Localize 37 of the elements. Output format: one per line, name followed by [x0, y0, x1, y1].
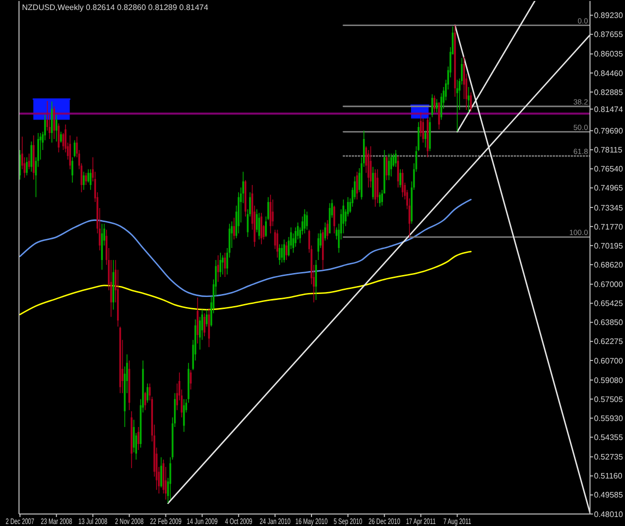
y-tick-label: 0.48010: [594, 510, 624, 519]
chart-title: NZDUSD,Weekly 0.82614 0.82860 0.81289 0.81474: [22, 3, 209, 12]
candlestick: [468, 87, 470, 112]
y-tick-label: 0.55930: [594, 414, 624, 423]
y-tick-label: 0.74965: [594, 184, 624, 193]
y-tick-label: 0.87655: [594, 30, 624, 40]
y-tick-label: 0.60700: [594, 356, 624, 366]
y-tick-label: 0.57505: [594, 394, 624, 404]
y-tick-label: 0.63850: [594, 318, 624, 328]
candlestick: [56, 114, 58, 142]
candlestick: [233, 218, 235, 240]
y-tick-label: 0.62275: [594, 337, 624, 346]
line-series: [19, 250, 472, 316]
candlestick: [28, 154, 30, 170]
line-series: [19, 198, 472, 298]
y-tick-label: 0.68620: [594, 260, 624, 270]
y-tick-label: 0.81474: [594, 104, 624, 114]
y-tick-label: 0.84460: [594, 68, 624, 78]
candlestick: [424, 130, 426, 148]
y-tick-label: 0.67000: [594, 280, 624, 290]
y-tick-label: 0.78115: [594, 146, 623, 155]
y-tick-label: 0.52735: [594, 452, 624, 462]
candlestick: [217, 255, 220, 282]
y-tick-label: 0.70195: [594, 241, 624, 250]
y-tick-label: 0.54355: [594, 433, 624, 442]
candlestick: [224, 252, 226, 277]
y-tick-label: 0.79690: [594, 126, 624, 136]
y-tick-label: 0.89230: [594, 11, 624, 20]
y-tick-label: 0.49585: [594, 490, 624, 500]
y-tick-label: 0.71770: [594, 222, 624, 232]
y-tick-label: 0.65425: [594, 299, 624, 308]
y-tick-label: 0.59080: [594, 376, 624, 385]
y-tick-label: 0.73345: [594, 203, 624, 212]
y-tick-label: 0.86035: [594, 50, 624, 59]
y-tick-label: 0.76540: [594, 164, 624, 174]
y-tick-label: 0.51160: [594, 472, 623, 481]
y-tick-label: 0.82885: [594, 88, 624, 97]
